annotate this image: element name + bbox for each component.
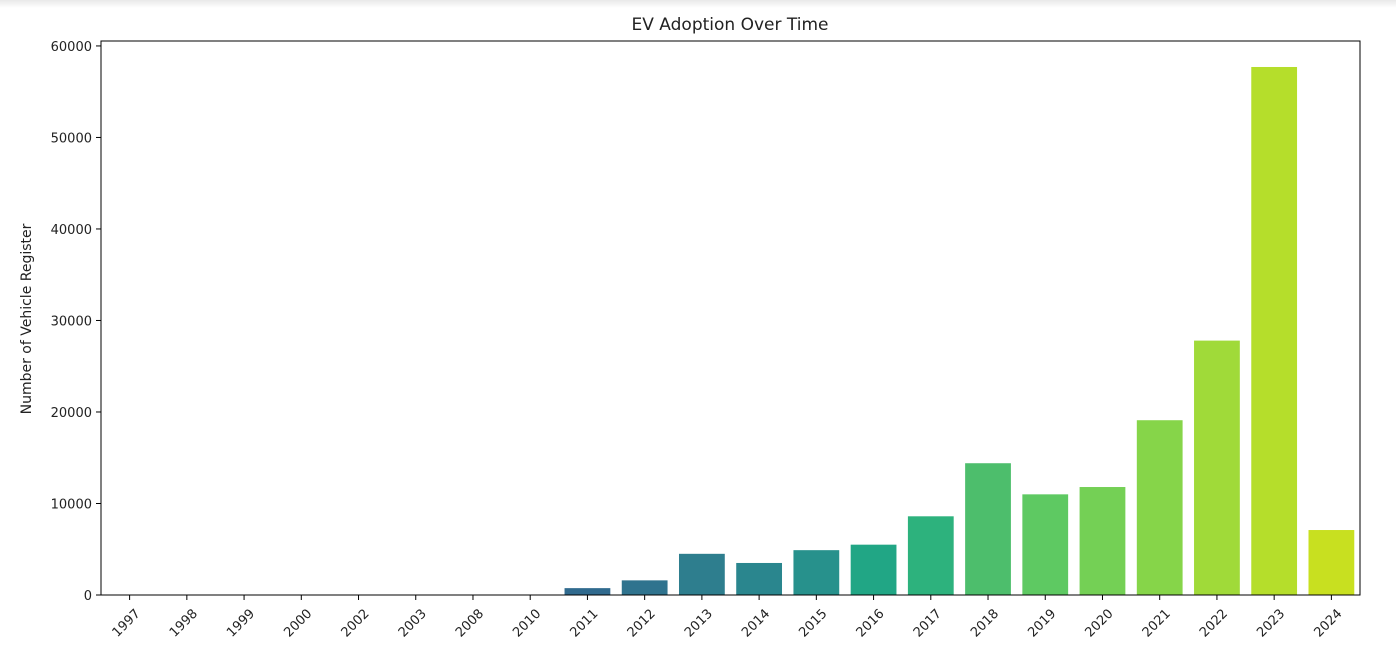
x-tick-label: 2019 [1025, 606, 1059, 640]
plot-frame [100, 40, 1361, 596]
x-tick-label: 2023 [1254, 606, 1288, 640]
y-axis: 0 10000 20000 30000 40000 50000 60000 [51, 40, 101, 604]
x-tick-label: 2020 [1083, 606, 1117, 640]
y-tick-label: 30000 [51, 314, 92, 329]
x-tick-label: 2014 [739, 606, 773, 640]
bar-2019 [1022, 494, 1069, 595]
bar-2020 [1079, 487, 1126, 595]
bar-2012 [621, 580, 668, 595]
bar-2022 [1194, 340, 1240, 595]
y-tick-label: 40000 [51, 223, 92, 238]
chart-title: EV Adoption Over Time [632, 15, 829, 35]
top-shade [0, 0, 1396, 8]
x-axis: 1997 1998 1999 2000 2002 2003 2008 2010 2011 2012… [110, 595, 1345, 640]
y-tick-label: 60000 [51, 40, 92, 55]
x-tick-label: 1997 [110, 606, 144, 640]
bar-2024 [1308, 530, 1355, 595]
bar-2017 [907, 516, 954, 595]
x-tick-label: 2015 [796, 606, 830, 640]
bars-group [106, 66, 1355, 595]
bar-2018 [965, 463, 1011, 595]
x-tick-label: 2022 [1197, 606, 1231, 640]
x-tick-label: 2018 [968, 606, 1002, 640]
x-tick-label: 2024 [1311, 606, 1345, 640]
x-tick-label: 2011 [567, 606, 601, 640]
bar-2016 [850, 544, 897, 595]
x-tick-label: 1998 [167, 606, 201, 640]
x-tick-label: 2002 [339, 606, 373, 640]
bar-2021 [1136, 420, 1183, 595]
x-tick-label: 2012 [625, 606, 659, 640]
x-tick-label: 2013 [682, 606, 716, 640]
x-tick-label: 2003 [396, 606, 430, 640]
bar-2013 [678, 553, 725, 595]
x-tick-label: 2000 [281, 606, 315, 640]
bar-2023 [1251, 66, 1298, 595]
x-tick-label: 1999 [224, 606, 258, 640]
y-tick-label: 0 [84, 589, 92, 604]
y-tick-label: 20000 [51, 406, 92, 421]
x-tick-label: 2016 [854, 606, 888, 640]
x-tick-label: 2017 [911, 606, 945, 640]
y-tick-label: 10000 [51, 497, 92, 512]
y-axis-label: Number of Vehicle Register [19, 223, 35, 414]
bar-2011 [564, 588, 611, 595]
x-tick-label: 2021 [1140, 606, 1174, 640]
y-tick-label: 50000 [51, 131, 92, 146]
bar-2014 [736, 562, 783, 595]
bar-2015 [793, 550, 840, 595]
x-tick-label: 2008 [453, 606, 487, 640]
x-tick-label: 2010 [510, 606, 544, 640]
